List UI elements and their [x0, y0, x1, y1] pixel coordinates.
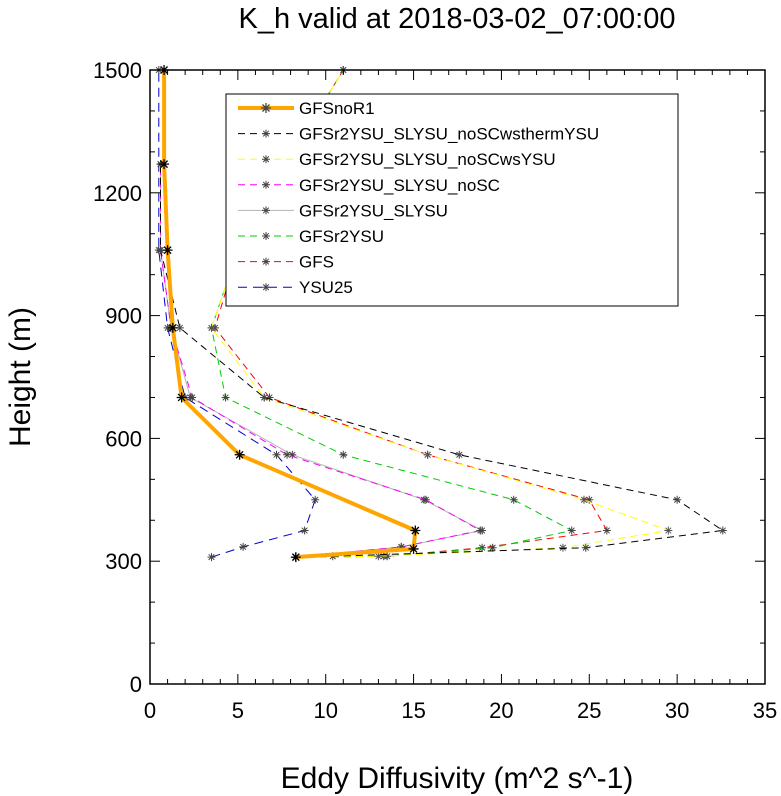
data-point-marker [339, 450, 348, 459]
x-tick-label: 10 [313, 698, 337, 723]
data-point-marker [718, 526, 727, 535]
legend-entry: GFSr2YSU_SLYSU [238, 201, 448, 220]
data-point-marker [175, 323, 184, 332]
data-point-marker [265, 393, 274, 402]
legend-marker [262, 155, 270, 164]
data-point-marker [455, 450, 464, 459]
legend-entry: GFSr2YSU [238, 227, 384, 246]
legend-marker [261, 103, 271, 113]
y-axis-title: Height (m) [4, 307, 37, 447]
data-point-marker [602, 526, 611, 535]
data-point-marker [408, 543, 419, 554]
data-point-marker [167, 322, 178, 333]
legend-marker [262, 257, 270, 266]
data-point-marker [188, 393, 197, 402]
y-tick-label: 0 [130, 672, 142, 697]
data-point-marker [290, 552, 301, 563]
legend-box [225, 93, 679, 307]
legend-entry: GFSr2YSU_SLYSU_noSCwsthermYSU [238, 125, 599, 144]
legend-label: YSU25 [299, 278, 353, 297]
series-line [160, 164, 481, 558]
axes-layer: 0 5 10 15 20 25 30 35 0 300 600 900 1200 1500 [93, 58, 777, 723]
legend-label: GFSr2YSU_SLYSU [299, 201, 448, 220]
legend-entry: GFSnoR1 [238, 99, 375, 118]
data-point-marker [476, 526, 485, 535]
legend-label: GFS [299, 253, 334, 272]
data-point-marker [488, 543, 497, 552]
legend-label: GFSr2YSU_SLYSU_noSCwsthermYSU [299, 125, 599, 144]
data-point-marker [664, 526, 673, 535]
plot-frame [149, 69, 766, 685]
data-point-marker [272, 450, 281, 459]
data-point-marker [509, 495, 518, 504]
legend-entry: GFSr2YSU_SLYSU_noSCwsYSU [238, 150, 556, 169]
legend-label: GFSr2YSU_SLYSU_noSCwsYSU [299, 150, 556, 169]
legend: GFSnoR1 GFSr2YSU_SLYSU_noSCwsthermYSU GFSr… [225, 93, 679, 307]
data-point-marker [260, 393, 269, 402]
data-point-marker [207, 553, 216, 562]
y-tick-label: 1200 [93, 181, 142, 206]
data-point-marker [580, 495, 589, 504]
data-point-marker [234, 449, 245, 460]
y-tick-label: 300 [105, 549, 142, 574]
data-point-marker [283, 450, 292, 459]
data-point-marker [423, 450, 432, 459]
legend-entry: GFSr2YSU_SLYSU_noSC [238, 176, 500, 195]
data-point-marker [239, 542, 248, 551]
data-point-marker [311, 495, 320, 504]
legend-entry: YSU25 [238, 278, 353, 297]
x-tick-label: 15 [401, 698, 425, 723]
data-point-marker [159, 159, 170, 170]
data-point-marker [397, 542, 406, 551]
legend-marker [262, 129, 270, 138]
data-point-marker [156, 246, 165, 255]
y-tick-label: 600 [105, 426, 142, 451]
x-tick-label: 5 [232, 698, 244, 723]
x-tick-label: 25 [577, 698, 601, 723]
data-point-marker [581, 543, 590, 552]
data-point-marker [410, 525, 421, 536]
series-GFSnoR1 [159, 65, 421, 563]
legend-label: GFSr2YSU_SLYSU_noSC [299, 176, 500, 195]
legend-entry: GFS [238, 253, 334, 272]
data-point-marker [300, 526, 309, 535]
legend-marker [262, 206, 270, 215]
data-point-marker [567, 526, 576, 535]
data-point-marker [162, 245, 173, 256]
data-point-marker [673, 495, 682, 504]
legend-label: GFSnoR1 [299, 99, 375, 118]
data-point-marker [374, 552, 383, 561]
x-tick-label: 20 [489, 698, 513, 723]
data-point-marker [421, 495, 430, 504]
x-tick-label: 30 [665, 698, 689, 723]
data-point-marker [207, 323, 216, 332]
data-point-marker [585, 495, 594, 504]
x-tick-label: 35 [753, 698, 777, 723]
y-tick-label: 1500 [93, 58, 142, 83]
legend-label: GFSr2YSU [299, 227, 384, 246]
data-point-marker [288, 450, 297, 459]
legend-marker [262, 283, 270, 292]
legend-marker [262, 232, 270, 240]
y-tick-label: 900 [105, 304, 142, 329]
data-point-marker [478, 543, 487, 552]
data-point-marker [558, 543, 567, 552]
x-tick-label: 0 [144, 698, 156, 723]
data-point-marker [221, 393, 230, 402]
legend-marker [262, 180, 270, 189]
x-axis-title: Eddy Diffusivity (m^2 s^-1) [281, 762, 634, 795]
data-point-marker [176, 392, 187, 403]
chart-title: K_h valid at 2018-03-02_07:00:00 [239, 3, 676, 35]
